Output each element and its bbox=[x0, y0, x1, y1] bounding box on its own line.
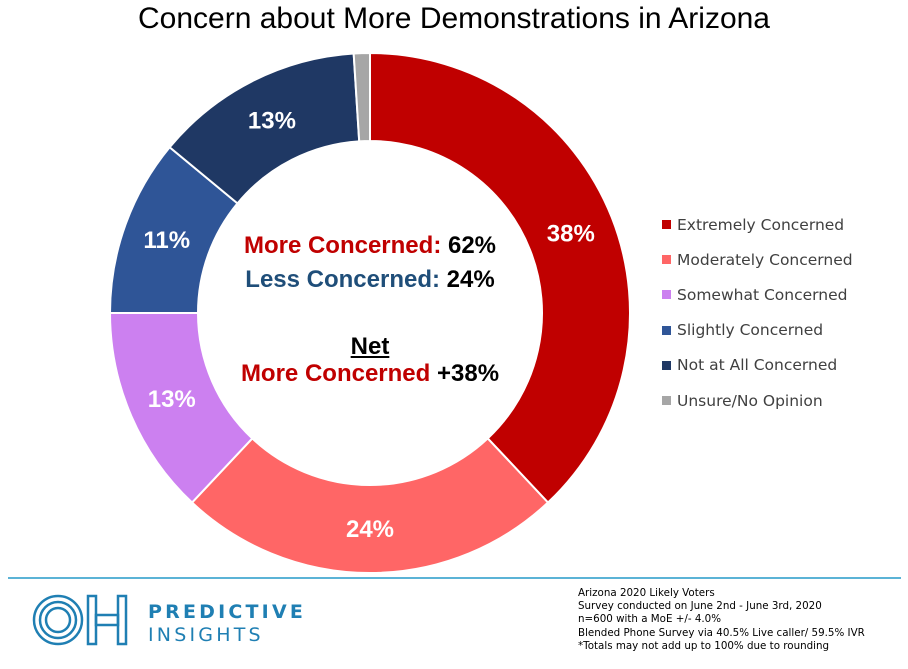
net-label: More Concerned bbox=[240, 360, 431, 387]
survey-footnote: Arizona 2020 Likely Voters Survey conduc… bbox=[578, 587, 865, 653]
legend-swatch bbox=[662, 325, 671, 335]
slice-data-label: 13% bbox=[148, 386, 196, 413]
net-heading: Net bbox=[350, 333, 390, 360]
legend-label: Unsure/No Opinion bbox=[677, 391, 823, 410]
more-concerned-value: 62% bbox=[447, 232, 497, 259]
oh-logo-icon bbox=[32, 594, 128, 646]
less-concerned-label: Less Concerned: bbox=[245, 266, 440, 293]
legend-label: Moderately Concerned bbox=[677, 250, 853, 269]
legend-swatch bbox=[662, 290, 671, 300]
footnote-line: *Totals may not add up to 100% due to ro… bbox=[578, 639, 830, 652]
legend-item: Moderately Concerned bbox=[662, 242, 853, 277]
legend-swatch bbox=[662, 396, 671, 406]
less-concerned-value: 24% bbox=[446, 266, 495, 293]
footnote-line: n=600 with a MoE +/- 4.0% bbox=[578, 613, 721, 626]
slice-data-label: 13% bbox=[248, 108, 296, 135]
legend-label: Extremely Concerned bbox=[677, 215, 845, 234]
legend-swatch bbox=[662, 255, 671, 265]
slice-data-label: 24% bbox=[346, 516, 394, 543]
brand-line-2: INSIGHTS bbox=[148, 624, 264, 646]
less-concerned-summary: Less Concerned: 24% bbox=[190, 266, 550, 294]
net-value: +38% bbox=[436, 360, 500, 387]
legend-item: Somewhat Concerned bbox=[662, 277, 853, 312]
footer-divider bbox=[8, 577, 901, 579]
legend-swatch bbox=[662, 360, 671, 370]
legend-swatch bbox=[662, 220, 671, 230]
brand-name: PREDICTIVE INSIGHTS bbox=[148, 601, 306, 647]
legend-label: Somewhat Concerned bbox=[677, 285, 848, 304]
slice-data-label: 38% bbox=[547, 220, 595, 247]
footnote-line: Survey conducted on June 2nd - June 3rd,… bbox=[578, 600, 822, 613]
donut-chart: 38% 24% 13% 11% 13% bbox=[108, 51, 631, 574]
more-concerned-label: More Concerned: bbox=[243, 232, 442, 259]
chart-title: Concern about More Demonstrations in Ari… bbox=[138, 2, 770, 35]
brand-line-1: PREDICTIVE bbox=[148, 601, 307, 623]
slice-data-label: 11% bbox=[143, 227, 190, 254]
donut-slice bbox=[352, 51, 371, 143]
footnote-line: Arizona 2020 Likely Voters bbox=[578, 587, 715, 599]
legend-item: Slightly Concerned bbox=[662, 313, 853, 348]
donut-slice bbox=[190, 436, 550, 574]
legend-item: Unsure/No Opinion bbox=[662, 383, 853, 418]
legend-item: Not at All Concerned bbox=[662, 348, 853, 383]
legend-item: Extremely Concerned bbox=[662, 207, 853, 242]
chart-legend: Extremely Concerned Moderately Concerned… bbox=[662, 207, 853, 418]
legend-label: Not at All Concerned bbox=[677, 356, 838, 375]
net-summary: More Concerned +38% bbox=[190, 360, 550, 388]
more-concerned-summary: More Concerned: 62% bbox=[190, 232, 550, 260]
donut-slice bbox=[369, 51, 631, 504]
footnote-line: Blended Phone Survey via 40.5% Live call… bbox=[578, 626, 865, 639]
legend-label: Slightly Concerned bbox=[677, 321, 824, 340]
